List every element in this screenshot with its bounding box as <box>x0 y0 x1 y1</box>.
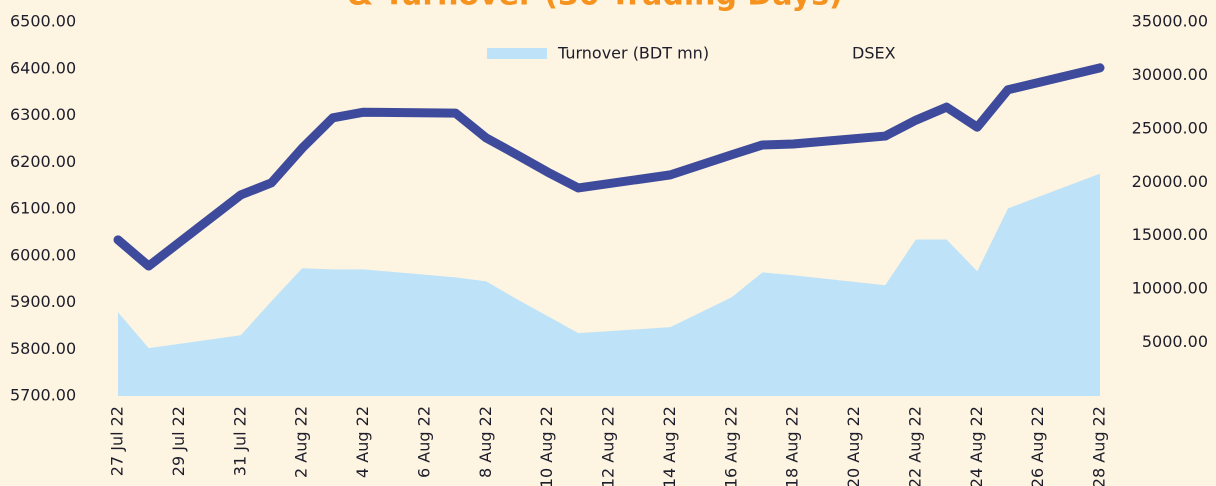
y-tick-label: 6300.00 <box>10 105 76 124</box>
x-tick-label: 4 Aug 22 <box>353 406 372 478</box>
y-tick-label: 5700.00 <box>10 386 76 405</box>
legend-label: DSEX <box>852 44 896 63</box>
turnover-area <box>118 173 1100 396</box>
legend-swatch <box>487 48 547 59</box>
x-tick-label: 29 Jul 22 <box>169 406 188 476</box>
y2-tick-label: 30000.00 <box>1132 65 1208 84</box>
x-tick-label: 27 Jul 22 <box>108 406 127 476</box>
x-tick-label: 24 Aug 22 <box>967 406 986 486</box>
x-tick-label: 16 Aug 22 <box>721 406 740 486</box>
x-tick-label: 6 Aug 22 <box>414 406 433 478</box>
x-tick-label: 18 Aug 22 <box>783 406 802 486</box>
x-tick-label: 8 Aug 22 <box>476 406 495 478</box>
y-tick-label: 6200.00 <box>10 152 76 171</box>
x-tick-label: 28 Aug 22 <box>1090 406 1109 486</box>
y-tick-label: 6000.00 <box>10 245 76 264</box>
y2-tick-label: 15000.00 <box>1132 225 1208 244</box>
x-tick-label: 14 Aug 22 <box>660 406 679 486</box>
legend-label: Turnover (BDT mn) <box>557 44 709 63</box>
x-tick-label: 26 Aug 22 <box>1028 406 1047 486</box>
x-tick-label: 12 Aug 22 <box>599 406 618 486</box>
y-tick-label: 6500.00 <box>10 12 76 31</box>
y2-tick-label: 5000.00 <box>1142 332 1208 351</box>
x-tick-label: 10 Aug 22 <box>537 406 556 486</box>
y2-tick-label: 35000.00 <box>1132 12 1208 31</box>
x-tick-label: 31 Jul 22 <box>230 406 249 476</box>
y2-tick-label: 10000.00 <box>1132 279 1208 298</box>
y-tick-label: 5800.00 <box>10 339 76 358</box>
y-tick-label: 5900.00 <box>10 292 76 311</box>
y-tick-label: 6400.00 <box>10 58 76 77</box>
x-tick-label: 20 Aug 22 <box>844 406 863 486</box>
y2-tick-label: 20000.00 <box>1132 172 1208 191</box>
dsex-line <box>113 63 1105 271</box>
y2-tick-label: 25000.00 <box>1132 118 1208 137</box>
chart-title: & Turnover (30 Trading Days) <box>347 0 843 13</box>
x-tick-label: 22 Aug 22 <box>905 406 924 486</box>
x-tick-label: 2 Aug 22 <box>292 406 311 478</box>
y-tick-label: 6100.00 <box>10 199 76 218</box>
